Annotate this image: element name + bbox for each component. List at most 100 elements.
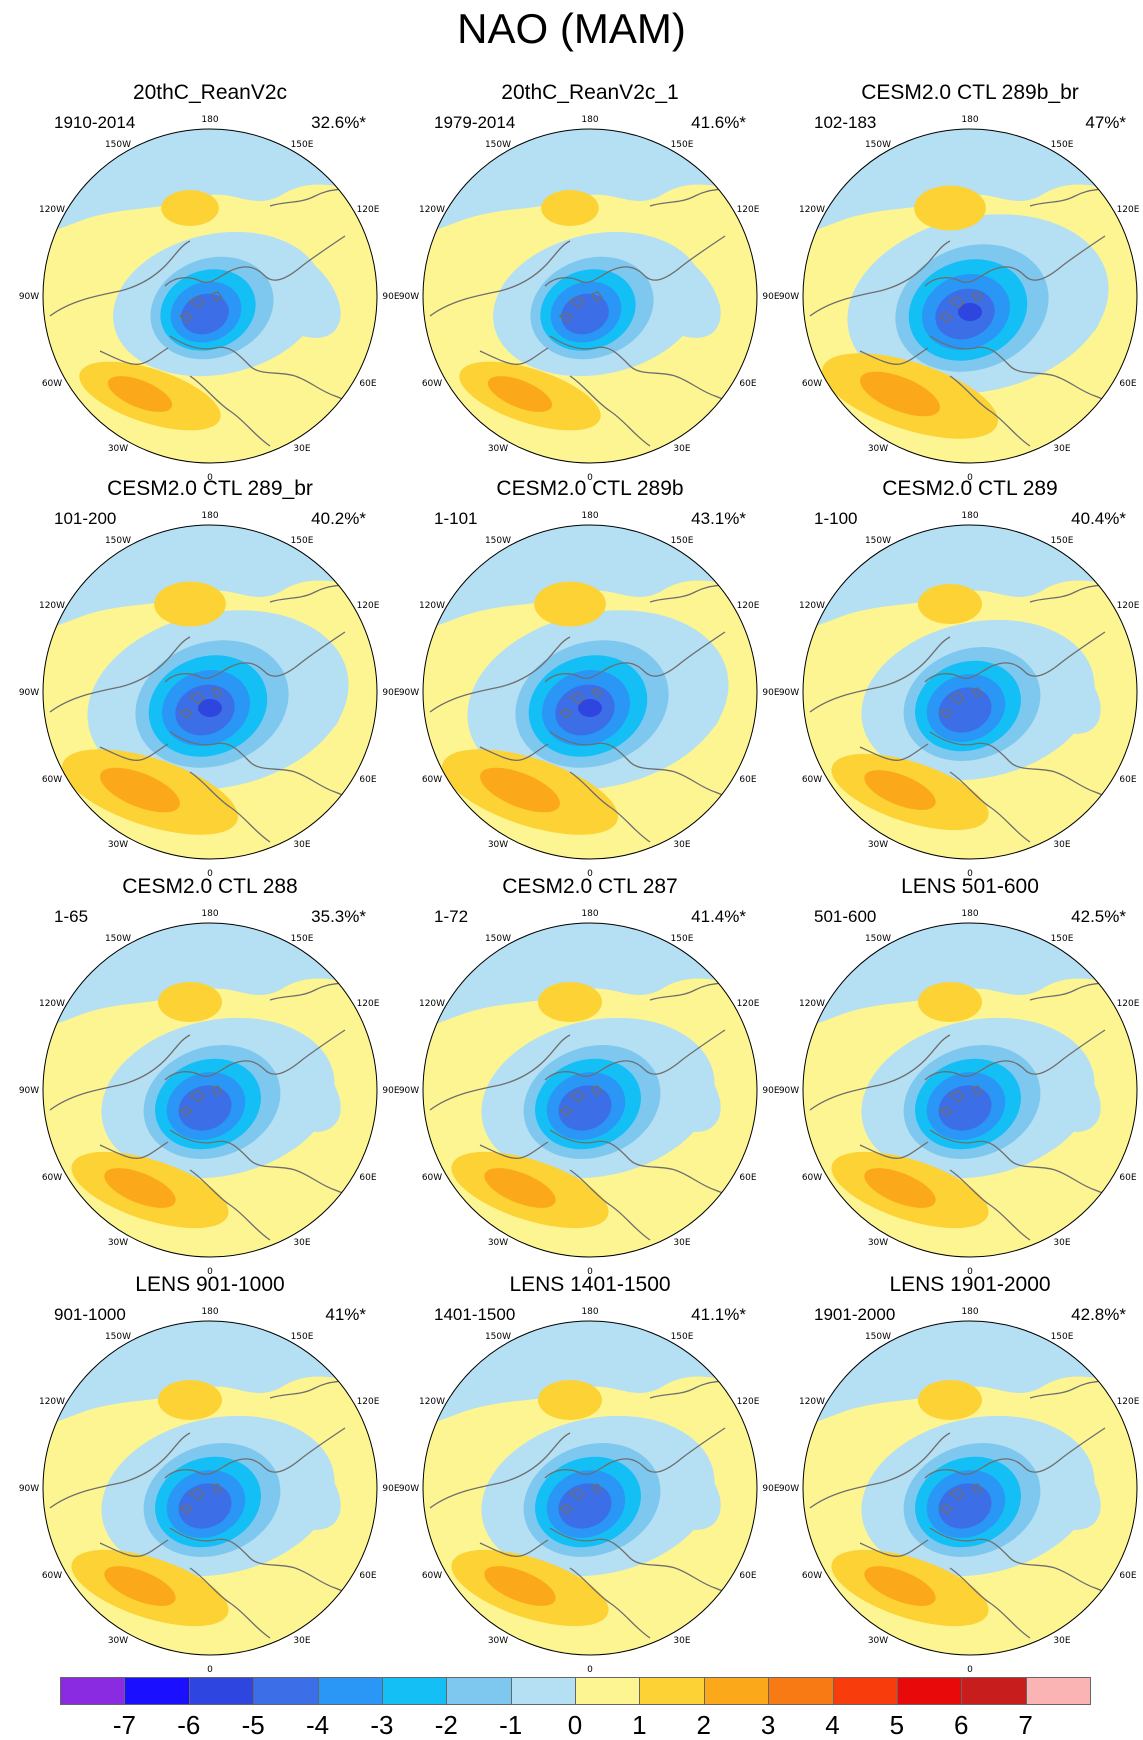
lon-label-120w: 120W xyxy=(799,205,825,215)
positive-anomaly-pacific xyxy=(541,190,599,226)
coastlines xyxy=(49,185,371,447)
lon-label-0: 0 xyxy=(587,473,593,483)
colorbar-swatch xyxy=(124,1677,190,1705)
lon-label-30w: 30W xyxy=(488,444,508,454)
map-panel: CESM2.0 CTL 289_br 101-200 40.2%* 180 150E 12… xyxy=(19,476,400,879)
lon-label-0: 0 xyxy=(967,1267,973,1277)
map-boundary xyxy=(422,128,758,464)
lon-label-60w: 60W xyxy=(42,1173,62,1183)
map-panel: CESM2.0 CTL 289b_br 102-183 47%* 180 150E 120… xyxy=(779,80,1143,483)
negative-anomaly-outer-band xyxy=(803,923,1137,1030)
map-panel: LENS 501-600501-60042.5%*180150E120E90E6… xyxy=(779,874,1143,1277)
lon-label-30e: 30E xyxy=(673,840,690,850)
map-boundary xyxy=(802,128,1138,464)
lon-label-90e: 90E xyxy=(382,292,399,302)
panel-years: 1-65 xyxy=(54,907,89,926)
lon-label-60w: 60W xyxy=(802,1173,822,1183)
polar-map: 180 150E 120E 90E 60E 30E 0 30W 60W 90W 120W 150W xyxy=(19,909,400,1277)
lon-label-60w: 60W xyxy=(42,1571,62,1581)
lon-label-0: 0 xyxy=(967,1665,973,1675)
lon-label-120e: 120E xyxy=(1117,601,1140,611)
lon-label-90w: 90W xyxy=(19,1086,39,1096)
positive-anomaly-atlantic-core xyxy=(484,1566,556,1606)
lon-label-0: 0 xyxy=(207,1665,213,1675)
negative-anomaly-eurasia xyxy=(1000,1428,1101,1530)
lon-label-60e: 60E xyxy=(1119,1571,1136,1581)
panel-variance-pct: 41.6%* xyxy=(691,113,746,132)
lon-label-90w: 90W xyxy=(399,688,419,698)
lon-label-30e: 30E xyxy=(1053,840,1070,850)
colorbar-swatch xyxy=(961,1677,1027,1705)
negative-contour-5 xyxy=(198,699,222,717)
positive-anomaly-atlantic-core xyxy=(107,376,173,412)
panel-title: LENS 501-600 xyxy=(901,875,1039,898)
panel-variance-pct: 47%* xyxy=(1085,113,1126,132)
positive-anomaly-atlantic-core xyxy=(104,1168,176,1208)
lon-label-60w: 60W xyxy=(42,775,62,785)
lon-label-120e: 120E xyxy=(737,601,760,611)
panel-title: LENS 1901-2000 xyxy=(889,1273,1051,1296)
lon-label-30w: 30W xyxy=(108,444,128,454)
map-boundary xyxy=(42,524,378,860)
panel-years: 901-1000 xyxy=(54,1305,126,1324)
positive-anomaly-atlantic-core xyxy=(864,1168,936,1208)
positive-anomaly-atlantic-core xyxy=(487,376,553,412)
positive-anomaly-atlantic-core xyxy=(860,371,940,417)
colorbar-swatch xyxy=(768,1677,834,1705)
lon-label-90e: 90E xyxy=(382,1086,399,1096)
positive-anomaly-atlantic-core xyxy=(864,770,936,810)
lon-label-60e: 60E xyxy=(1119,1173,1136,1183)
lon-label-90w: 90W xyxy=(19,292,39,302)
colorbar-swatch xyxy=(446,1677,512,1705)
lon-label-180: 180 xyxy=(961,511,978,521)
lon-label-30w: 30W xyxy=(868,840,888,850)
panel-variance-pct: 41.1%* xyxy=(691,1305,746,1324)
negative-anomaly-outer-band xyxy=(43,923,377,1030)
positive-anomaly-pacific xyxy=(538,982,602,1022)
lon-label-180: 180 xyxy=(201,909,218,919)
panel-variance-pct: 43.1%* xyxy=(691,509,746,528)
panel-title: 20thC_ReanV2c_1 xyxy=(501,81,679,104)
lon-label-90w: 90W xyxy=(399,1086,419,1096)
lon-label-180: 180 xyxy=(961,115,978,125)
lon-label-90w: 90W xyxy=(399,292,419,302)
lon-label-120w: 120W xyxy=(39,601,65,611)
panel-years: 1910-2014 xyxy=(54,113,136,132)
lon-label-150e: 150E xyxy=(1051,934,1074,944)
polar-map: 180 150E 120E 90E 60E 30E 0 30W 60W 90W 120W 150W xyxy=(19,511,400,879)
map-boundary xyxy=(422,524,758,860)
colorbar-swatch xyxy=(317,1677,383,1705)
colorbar-swatch xyxy=(832,1677,898,1705)
lon-label-180: 180 xyxy=(581,115,598,125)
map-panel: 20thC_ReanV2c 1910-2014 32.6%* 180 150E 120E 9… xyxy=(19,80,400,483)
panel-years: 1901-2000 xyxy=(814,1305,896,1324)
colorbar-tick-label: -3 xyxy=(370,1710,394,1740)
lon-label-60e: 60E xyxy=(359,379,376,389)
map-panel: CESM2.0 CTL 289b 1-101 43.1%* 180 150E 120E 90… xyxy=(399,476,780,879)
panel-variance-pct: 42.8%* xyxy=(1071,1305,1126,1324)
lon-label-0: 0 xyxy=(207,869,213,879)
panel-variance-pct: 40.2%* xyxy=(311,509,366,528)
positive-anomaly-pacific xyxy=(154,581,226,627)
negative-anomaly-outer-band xyxy=(803,1321,1137,1428)
panel-years: 1-72 xyxy=(434,907,469,926)
map-boundary xyxy=(422,922,758,1258)
lon-label-30w: 30W xyxy=(108,1238,128,1248)
coastlines xyxy=(429,185,751,447)
panel-years: 501-600 xyxy=(814,907,877,926)
panel-years: 1401-1500 xyxy=(434,1305,516,1324)
colorbar xyxy=(60,1677,1091,1705)
positive-anomaly-pacific xyxy=(918,982,982,1022)
map-panel: LENS 901-1000 901-1000 41%* 180 150E 120E 90E 6… xyxy=(19,1272,400,1675)
panel-variance-pct: 41%* xyxy=(325,1305,366,1324)
panel-title: CESM2.0 CTL 289_br xyxy=(107,477,313,500)
map-panel: CESM2.0 CTL 287 1-72 41.4%* 180 150E 120E 90E 6… xyxy=(399,874,780,1277)
colorbar-tick-label: 6 xyxy=(954,1710,969,1740)
lon-label-120w: 120W xyxy=(39,999,65,1009)
lon-label-60w: 60W xyxy=(42,379,62,389)
lon-label-30e: 30E xyxy=(293,840,310,850)
lon-label-150e: 150E xyxy=(671,140,694,150)
lon-label-30e: 30E xyxy=(673,444,690,454)
lon-label-150e: 150E xyxy=(671,934,694,944)
lon-label-30w: 30W xyxy=(488,1636,508,1646)
